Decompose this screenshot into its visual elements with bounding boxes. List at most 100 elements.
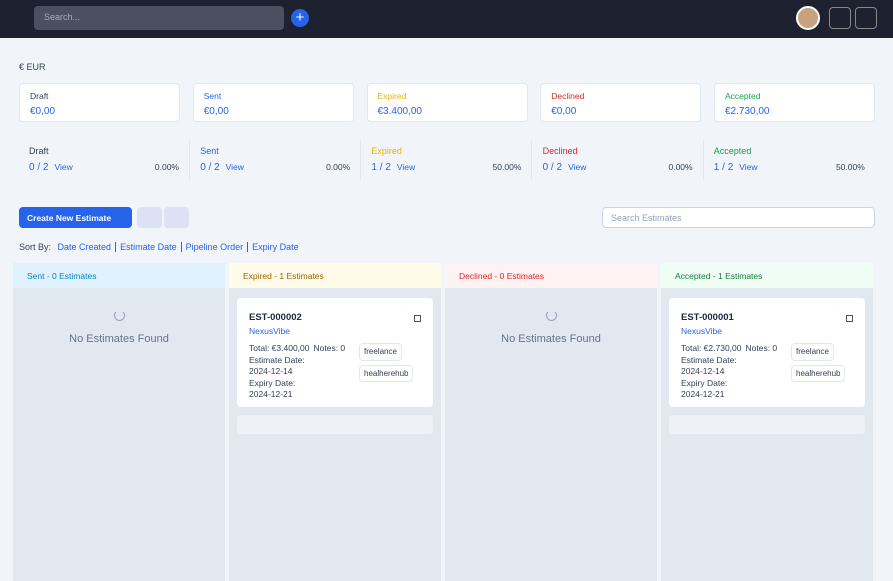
top-bar: Search... + [0,0,893,38]
card-amount: €0,00 [203,106,229,117]
stat-label: Draft [29,146,49,156]
estimate-date: 2024-12-14 [681,366,725,376]
column-header: Declined - 0 Estimates [445,263,657,288]
expiry-date-label: Expiry Date: [249,377,296,388]
card-amount: €2.730,00 [725,106,770,117]
total: Total: €2.730,00 [681,343,742,353]
estimate-date: 2024-12-14 [249,366,293,376]
create-label: Create New Estimate [27,213,112,223]
edit-icon[interactable] [414,315,421,322]
card-amount: €3.400,00 [377,106,423,117]
pipeline-column: Sent - 0 Estimates No Estimates Found [13,263,225,581]
stat-view-link[interactable]: View [396,162,416,172]
stat-cell: Declined 0 / 2 View 0.00% [533,140,704,180]
card-details: Total: €3.400,00 Notes: 0 Estimate Date: 20… [249,343,359,401]
card-body: Total: €2.730,00 Notes: 0 Estimate Date: 20… [681,343,853,401]
stat-count-row: 1 / 2 View [371,162,521,173]
estimate-date-label: Estimate Date: [249,354,305,365]
card-label: Draft [30,91,49,101]
list-button[interactable] [164,207,189,228]
tags: freelance healherehub [791,343,846,401]
summary-card: Expired €3.400,00 [366,83,528,122]
empty-message: No Estimates Found [501,333,601,345]
column-header: Expired - 1 Estimates [229,263,441,288]
column-header: Sent - 0 Estimates [13,263,225,288]
bell-button[interactable] [855,7,877,29]
card-details: Total: €2.730,00 Notes: 0 Estimate Date: 20… [681,343,791,401]
stat-count-row: 1 / 2 View [714,162,865,173]
estimate-card[interactable]: EST-000001 NexusVibe Total: €2.730,00 Notes… [669,298,865,407]
notes: Notes: 0 [313,343,346,353]
expiry-date-label: Expiry Date: [681,377,728,388]
estimate-card[interactable]: EST-000002 NexusVibe Total: €3.400,00 Notes… [237,298,433,407]
empty-message: No Estimates Found [69,333,169,345]
stat-count-row: 0 / 2 View [29,162,179,173]
card-label: Accepted [725,91,761,101]
sort-option[interactable]: Pipeline Order [180,242,248,252]
sort-label: Sort By: [19,242,52,252]
stat-view-link[interactable]: View [739,162,758,172]
stat-label: Declined [542,146,578,156]
tags: freelance healherehub [359,343,414,401]
expiry-date: 2024-12-21 [249,389,293,399]
tag: freelance [359,343,402,361]
stat-cell: Accepted 1 / 2 View 50.00% [704,140,875,180]
estimate-search[interactable]: Search Estimates [602,207,875,228]
total-row: Total: €3.400,00 Notes: 0 [249,343,359,355]
estimate-number[interactable]: EST-000002 [249,312,302,323]
total-row: Total: €2.730,00 Notes: 0 [681,343,791,355]
stat-percent: 0.00% [668,162,693,172]
sort-bar: Sort By: Date Created Estimate Date Pipeli… [19,242,303,252]
client-name[interactable]: NexusVibe [681,326,722,336]
stat-view-link[interactable]: View [225,162,244,172]
stat-count: 0 / 2 [200,162,220,173]
total: Total: €3.400,00 [249,343,310,353]
card-label: Declined [551,91,585,101]
stat-count-row: 0 / 2 View [543,162,693,173]
stat-count-row: 0 / 2 View [200,162,350,173]
stat-view-link[interactable]: View [54,162,73,172]
card-label: Expired [377,91,407,101]
stat-count: 0 / 2 [29,162,49,173]
edit-icon[interactable] [846,315,853,322]
spinner [113,310,125,321]
stat-count: 1 / 2 [713,162,734,173]
client-name[interactable]: NexusVibe [249,326,290,336]
summary-card: Draft €0,00 [19,83,180,122]
card-placeholder [669,415,865,434]
tag: healherehub [359,364,414,382]
estimate-date-label: Estimate Date: [681,354,737,365]
avatar[interactable] [796,6,820,30]
stat-cell: Sent 0 / 2 View 0.00% [190,140,362,180]
create-button[interactable]: Create New Estimate [19,207,132,228]
pipeline-column: Accepted - 1 Estimates EST-000001 NexusVib… [661,263,873,581]
card-label: Sent [203,91,222,101]
card-body: Total: €3.400,00 Notes: 0 Estimate Date: 20… [249,343,421,401]
summary-card: Accepted €2.730,00 [714,83,875,122]
stat-count: 1 / 2 [371,162,391,173]
sort-option[interactable]: Expiry Date [247,242,303,252]
add-button[interactable]: + [291,9,309,27]
sort-option[interactable]: Date Created [57,242,112,252]
stat-percent: 50.00% [835,162,865,172]
stat-view-link[interactable]: View [568,162,587,172]
chart-button[interactable] [137,207,162,228]
tag: healherehub [791,364,846,382]
currency-select[interactable]: € EUR [19,62,46,72]
stat-percent: 50.00% [492,162,522,172]
sort-option[interactable]: Estimate Date [115,242,181,252]
notes: Notes: 0 [745,343,778,353]
pipeline-column: Declined - 0 Estimates No Estimates Found [445,263,657,581]
stat-percent: 0.00% [154,162,179,172]
stat-cell: Draft 0 / 2 View 0.00% [19,140,190,180]
stat-cell: Expired 1 / 2 View 50.00% [361,140,533,180]
stat-label: Expired [371,146,402,156]
summary-card: Declined €0,00 [540,83,702,122]
estimate-number[interactable]: EST-000001 [681,312,734,323]
stat-label: Sent [200,146,219,156]
stat-count: 0 / 2 [542,162,563,173]
search-input[interactable]: Search... [34,6,284,30]
stat-label: Accepted [713,146,752,156]
clock-button[interactable] [829,7,851,29]
card-amount: €0,00 [30,106,56,117]
